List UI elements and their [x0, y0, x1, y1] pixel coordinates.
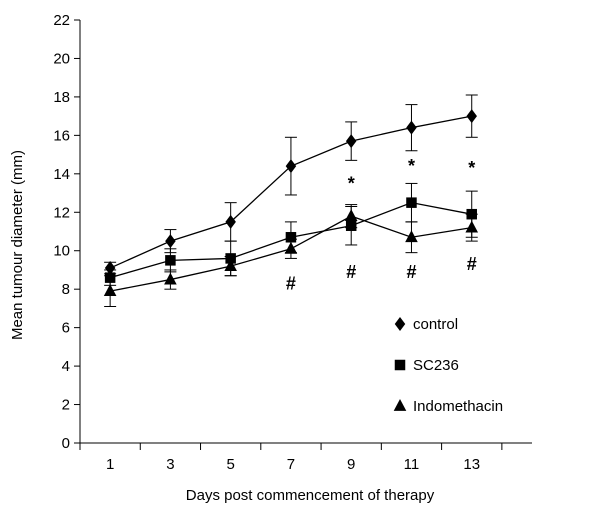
y-tick-label: 12: [53, 204, 70, 221]
x-tick-label: 5: [226, 456, 234, 473]
legend-marker-square: [394, 359, 406, 371]
y-tick-label: 6: [62, 320, 70, 337]
legend-marker-triangle: [393, 399, 407, 411]
data-point-square: [406, 197, 417, 208]
y-tick-label: 4: [62, 358, 70, 375]
x-tick-label: 3: [166, 456, 174, 473]
significance-hash: #: [467, 254, 477, 274]
significance-hash: #: [286, 273, 296, 293]
y-tick-label: 16: [53, 127, 70, 144]
data-point-triangle: [405, 230, 418, 243]
data-point-square: [285, 232, 297, 243]
y-tick-label: 2: [62, 397, 70, 414]
data-point-diamond: [225, 214, 236, 229]
data-point-diamond: [466, 109, 477, 124]
legend-label-square: SC236: [413, 357, 459, 374]
x-tick-label: 7: [287, 456, 295, 473]
x-tick-label: 9: [347, 456, 355, 473]
legend-label-diamond: control: [413, 316, 458, 333]
data-point-triangle: [224, 259, 237, 272]
x-tick-label: 11: [404, 456, 420, 473]
data-point-diamond: [406, 120, 417, 135]
x-axis-title: Days post commencement of therapy: [186, 487, 435, 504]
data-point-diamond: [285, 159, 297, 174]
significance-star: *: [468, 158, 475, 178]
x-tick-label: 1: [106, 456, 114, 473]
y-tick-label: 0: [62, 435, 70, 452]
y-axis-title: Mean tumour diameter (mm): [9, 150, 26, 340]
significance-hash: #: [346, 262, 356, 282]
data-point-triangle: [103, 284, 117, 297]
data-point-triangle: [465, 220, 479, 233]
x-tick-label: 13: [463, 456, 480, 473]
y-tick-label: 22: [53, 12, 70, 29]
data-point-diamond: [104, 261, 116, 276]
data-point-triangle: [284, 241, 298, 254]
legend-label-triangle: Indomethacin: [413, 398, 503, 415]
y-tick-label: 8: [62, 281, 70, 298]
data-point-diamond: [165, 234, 176, 249]
significance-star: *: [348, 173, 355, 193]
data-point-triangle: [164, 272, 177, 285]
legend-marker-diamond: [394, 317, 406, 331]
y-tick-label: 14: [53, 166, 70, 183]
significance-hash: #: [406, 262, 416, 282]
y-tick-label: 20: [53, 50, 70, 67]
data-point-diamond: [345, 134, 357, 149]
data-point-triangle: [344, 209, 358, 222]
y-tick-label: 10: [53, 243, 70, 260]
y-tick-label: 18: [53, 89, 70, 106]
significance-star: *: [408, 156, 415, 176]
data-point-square: [165, 255, 176, 266]
